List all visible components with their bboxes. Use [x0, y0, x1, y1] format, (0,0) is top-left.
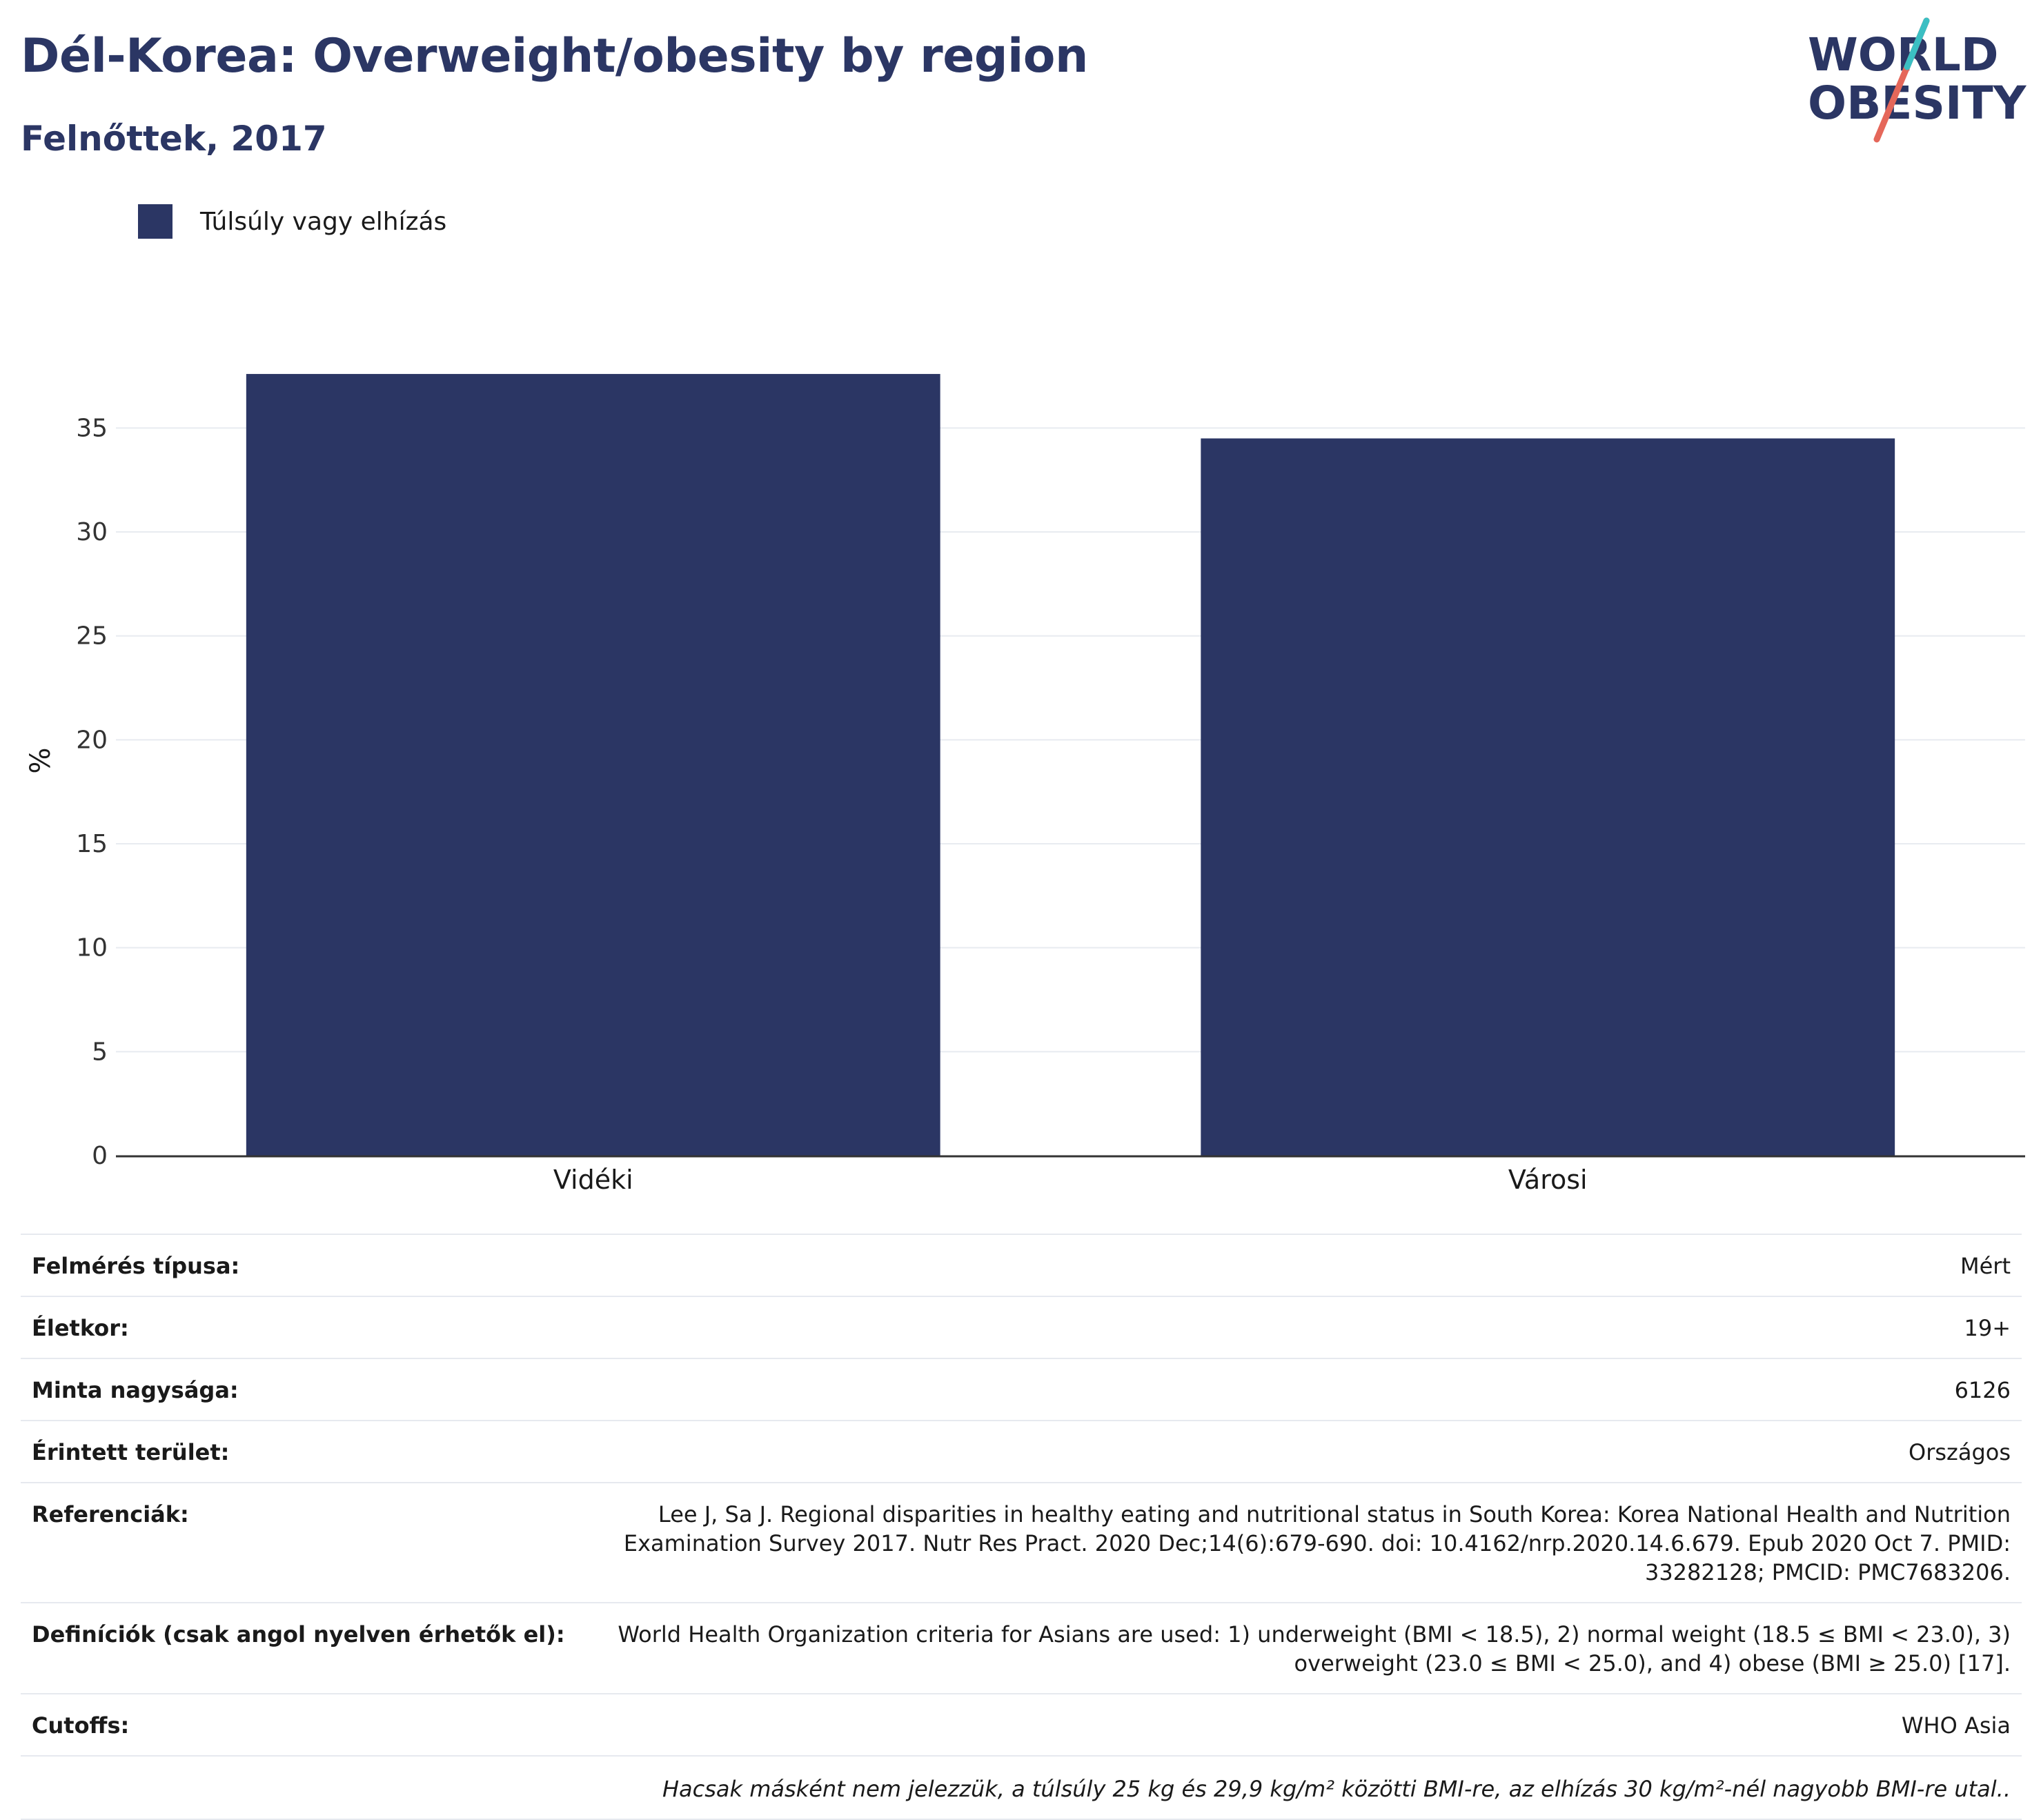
footnote-row: Hacsak másként nem jelezzük, a túlsúly 2…: [21, 1755, 2022, 1820]
survey-info-table: Felmérés típusa: Mért Életkor: 19+ Minta nag…: [21, 1234, 2022, 1820]
bars: [246, 374, 1895, 1156]
y-tick-label: 0: [92, 1142, 108, 1170]
y-tick-label: 35: [76, 414, 108, 442]
info-label: Referenciák:: [21, 1482, 576, 1603]
info-value: Lee J, Sa J. Regional disparities in hea…: [575, 1482, 2022, 1603]
info-row: Cutoffs: WHO Asia: [21, 1693, 2022, 1757]
info-label: Cutoffs:: [21, 1693, 576, 1757]
info-row: Érintett terület: Országos: [21, 1420, 2022, 1483]
info-value: 19+: [575, 1296, 2022, 1359]
info-value: 6126: [575, 1358, 2022, 1421]
info-value: Országos: [575, 1420, 2022, 1483]
info-row: Felmérés típusa: Mért: [21, 1234, 2022, 1297]
bar[interactable]: [246, 374, 940, 1156]
info-row: Definíciók (csak angol nyelven érhetők e…: [21, 1602, 2022, 1694]
info-row: Minta nagysága: 6126: [21, 1358, 2022, 1421]
y-tick-label: 20: [76, 726, 108, 754]
chart-subtitle: Felnőttek, 2017: [21, 119, 327, 159]
x-tick-labels: Vidéki Városi: [553, 1165, 1588, 1195]
info-label: Érintett terület:: [21, 1420, 576, 1483]
info-label: Életkor:: [21, 1296, 576, 1359]
y-tick-label: 15: [76, 830, 108, 858]
info-row: Életkor: 19+: [21, 1296, 2022, 1359]
chart-title: Dél-Korea: Overweight/obesity by region: [21, 29, 1088, 83]
y-tick-labels: 0 5 10 15 20 25 30 35: [76, 414, 108, 1170]
info-label: Minta nagysága:: [21, 1358, 576, 1421]
y-tick-label: 30: [76, 518, 108, 546]
footnote: Hacsak másként nem jelezzük, a túlsúly 2…: [21, 1755, 2022, 1820]
y-tick-label: 25: [76, 622, 108, 651]
y-axis-title: %: [25, 747, 57, 773]
x-tick-label: Városi: [1508, 1165, 1588, 1195]
legend-label: Túlsúly vagy elhízás: [200, 207, 447, 236]
info-label: Definíciók (csak angol nyelven érhetők e…: [21, 1602, 576, 1694]
chart-legend: Túlsúly vagy elhízás: [138, 204, 446, 239]
bar-chart: 0 5 10 15 20 25 30 35 Vidéki Városi %: [25, 374, 2025, 1195]
info-label: Felmérés típusa:: [21, 1234, 576, 1297]
info-value: WHO Asia: [575, 1693, 2022, 1757]
bar[interactable]: [1201, 438, 1895, 1156]
legend-swatch: [138, 204, 172, 239]
y-tick-label: 5: [92, 1038, 108, 1066]
info-value: World Health Organization criteria for A…: [575, 1602, 2022, 1694]
y-tick-label: 10: [76, 934, 108, 962]
x-tick-label: Vidéki: [553, 1165, 633, 1195]
logo-line-2: OBESITY: [1808, 77, 2027, 130]
info-row: Referenciák: Lee J, Sa J. Regional dispar…: [21, 1482, 2022, 1603]
info-value: Mért: [575, 1234, 2022, 1297]
